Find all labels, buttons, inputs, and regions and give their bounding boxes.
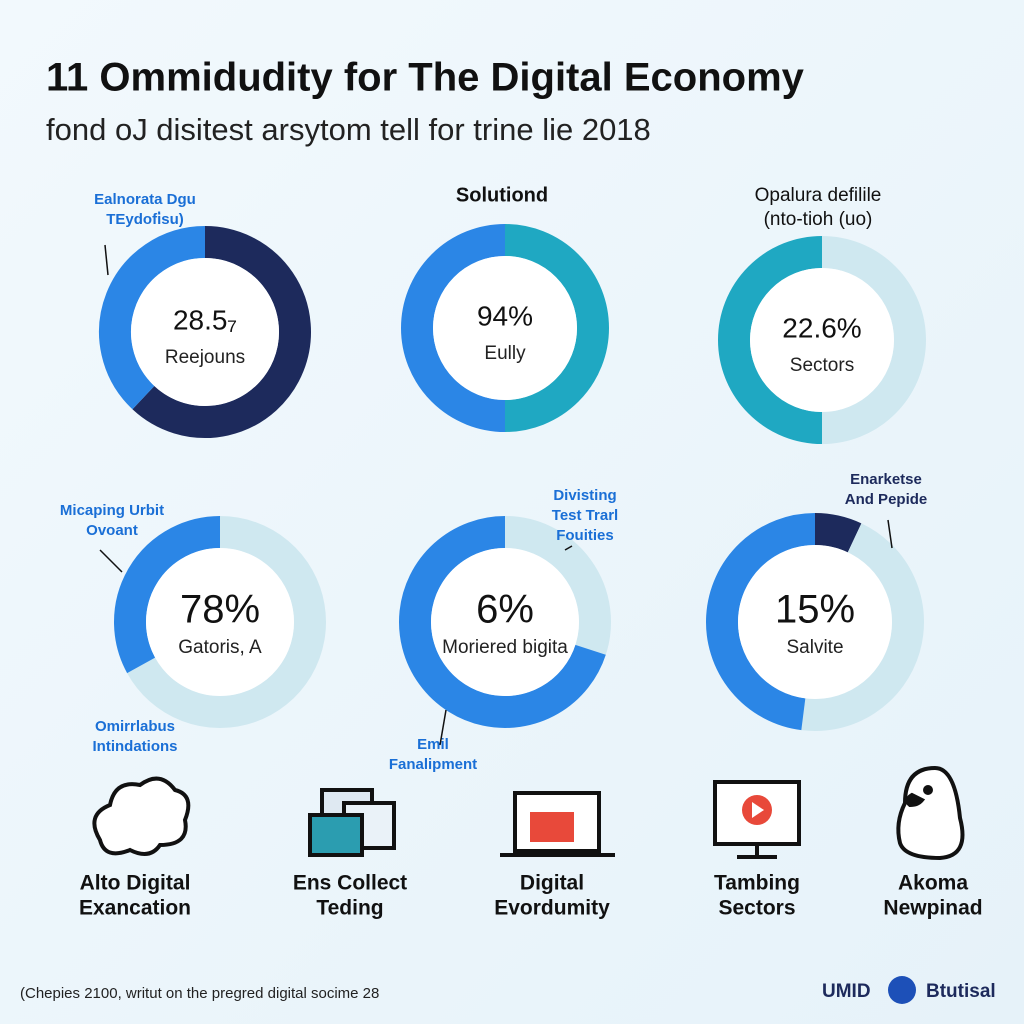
annotation: Fanalipment — [389, 756, 477, 773]
annotation-arrow — [887, 519, 893, 549]
annotation-arrow — [104, 244, 109, 276]
donut-segment — [127, 516, 326, 728]
subtitle: fond oJ disitest arsytom tell for trine … — [46, 112, 651, 147]
donut-segment — [399, 516, 606, 728]
icon-label: Akoma — [898, 872, 968, 895]
center-value: 94% — [477, 300, 533, 331]
annotation: Ealnorata Dgu — [94, 191, 196, 208]
icon-label: Alto Digital — [80, 872, 191, 895]
center-label: Eully — [484, 343, 526, 364]
donut-center — [431, 548, 579, 696]
icon-label: Ens Collect — [293, 872, 407, 895]
annotation: Test Trarl — [552, 507, 618, 524]
annotation: Fouities — [556, 527, 614, 544]
donut-segment — [504, 516, 611, 655]
center-value: 15% — [775, 588, 855, 632]
annotation: Emil — [417, 736, 449, 753]
annotation-arrow — [564, 545, 573, 551]
donut-center — [131, 258, 279, 406]
annotation: Divisting — [553, 487, 616, 504]
title: 11 Ommidudity for The Digital Economy — [46, 56, 805, 100]
annotation-arrow — [439, 709, 447, 746]
center-label: Sectors — [790, 355, 854, 376]
brand-suffix: Btutisal — [926, 981, 996, 1002]
center-label: Reejouns — [165, 347, 245, 368]
donuts: 28.5₇ Reejouns Ealnorata Dgu TEydofi̇su) 94%… — [60, 184, 927, 773]
icon-label: Sectors — [718, 897, 795, 920]
icon-label: Digital — [520, 872, 584, 895]
donut-center — [146, 548, 294, 696]
center-value: 22.6% — [782, 312, 861, 343]
icon-label: Newpinad — [883, 897, 982, 920]
brand: UMID — [822, 981, 871, 1002]
donut-segment — [801, 523, 924, 731]
annotation: Omirrlabus — [95, 718, 175, 735]
annotation: Opalura defilile — [755, 185, 882, 206]
donut-segment — [814, 513, 862, 553]
donut-segment — [504, 224, 609, 432]
brand-logo — [888, 976, 916, 1004]
center-label: Salvite — [786, 637, 843, 658]
annotation: Solutiond — [456, 184, 548, 206]
center-label: Gatoris, A — [178, 637, 262, 658]
annotation-arrow — [99, 549, 123, 573]
icon-label: Tambing — [714, 872, 800, 895]
annotation: TEydofi̇su) — [106, 211, 184, 228]
icon-label: Evordumity — [494, 897, 610, 920]
donut-segment — [132, 226, 311, 438]
donut-segment — [114, 516, 221, 674]
annotation: Micaping Urbit — [60, 502, 164, 519]
center-value: 6% — [476, 588, 534, 632]
center-value: 28.5₇ — [173, 304, 237, 335]
donut-segment — [401, 224, 506, 432]
footer-note: (Chepies 2100, writut on the pregred dig… — [20, 985, 379, 1002]
annotation: (nto-tioh (uo) — [764, 209, 873, 230]
annotation: And Pepide — [845, 491, 928, 508]
annotation: Ovoant — [86, 522, 138, 539]
annotation: Enarketse — [850, 471, 922, 488]
icon-label: Teding — [316, 897, 383, 920]
donut-center — [750, 268, 894, 412]
icon-label: Exancation — [79, 897, 191, 920]
donut-segment — [718, 236, 823, 444]
donut-segment — [706, 513, 816, 731]
center-label: Moriered bigita — [442, 637, 568, 658]
donut-segment — [99, 226, 206, 410]
donut-center — [433, 256, 577, 400]
donut-segment — [821, 236, 926, 444]
center-value: 78% — [180, 588, 260, 632]
donut-center — [738, 545, 892, 699]
annotation: Intindations — [93, 738, 178, 755]
